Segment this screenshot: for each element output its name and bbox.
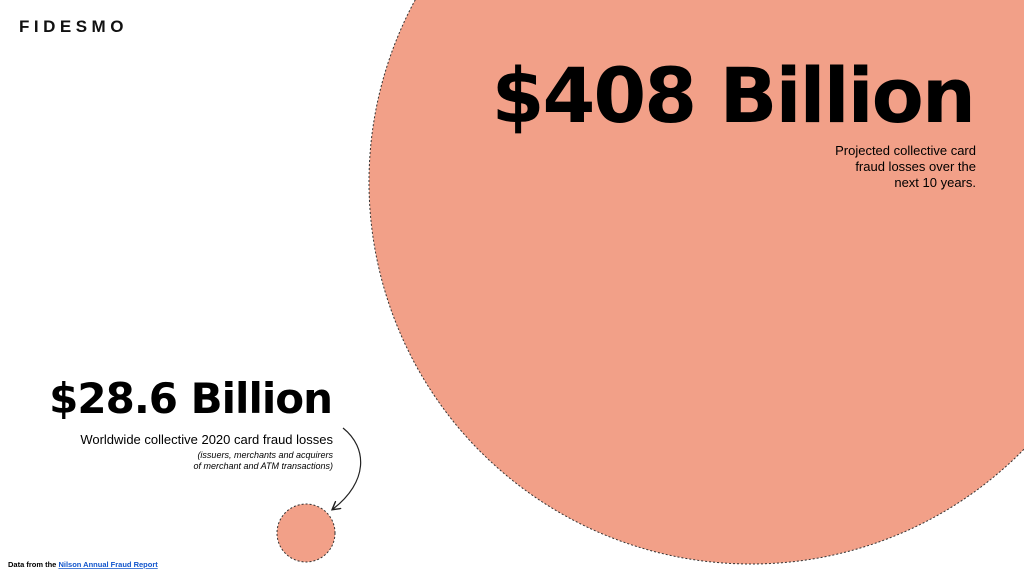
big-circle [368,0,1024,565]
footer-prefix: Data from the [8,560,56,569]
arrow [333,427,362,509]
small-note: of merchant and ATM transactions) [193,461,333,471]
big-stat: $408 Billion [492,51,974,140]
big-desc: fraud losses over the [855,159,976,174]
footer-link[interactable]: Nilson Annual Fraud Report [58,560,158,569]
small-desc: Worldwide collective 2020 card fraud los… [80,432,333,447]
logo: FIDESMO [19,17,128,36]
small-stat: $28.6 Billion [49,374,332,423]
footer: Data from the Nilson Annual Fraud Report [8,560,158,569]
big-desc: next 10 years. [894,175,976,190]
small-note: (issuers, merchants and acquirers [197,450,333,460]
big-desc: Projected collective card [835,143,976,158]
small-circle [276,503,336,563]
